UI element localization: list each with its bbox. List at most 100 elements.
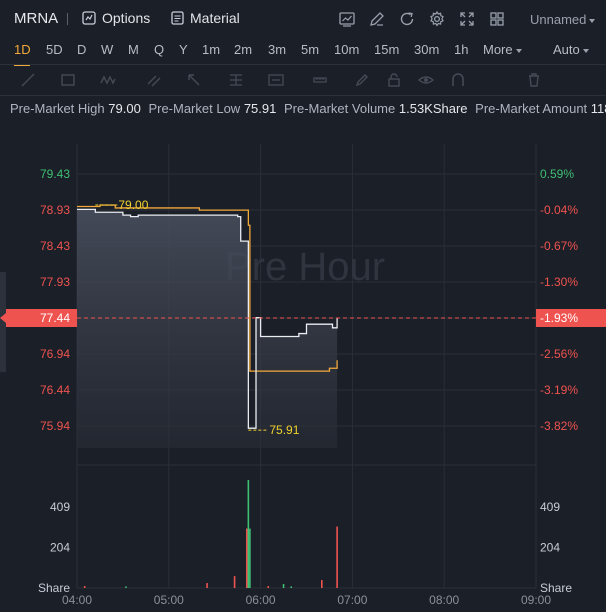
tab-1m[interactable]: 1m <box>202 42 221 57</box>
magnet-icon[interactable] <box>450 72 466 88</box>
chart-watermark: Pre Hour <box>225 245 385 289</box>
tab-10m[interactable]: 10m <box>334 42 360 57</box>
price-tick-label: 75.94 <box>40 419 70 433</box>
tab-15m[interactable]: 15m <box>374 42 400 57</box>
options-button[interactable]: Options <box>82 10 150 26</box>
gear-icon[interactable] <box>428 10 446 28</box>
chevron-down-icon <box>582 48 589 53</box>
line-tool-icon[interactable] <box>20 72 36 88</box>
tab-1d[interactable]: 1D <box>14 42 31 57</box>
brush-icon[interactable] <box>354 72 370 88</box>
tab-5d[interactable]: 5D <box>46 42 63 57</box>
time-tick-label: 05:00 <box>154 593 184 607</box>
stat-high-label: Pre-Market High <box>10 101 105 116</box>
arrow-tool-icon[interactable] <box>186 72 202 88</box>
percent-tick-label: -2.56% <box>540 347 578 361</box>
percent-tick-label: -0.04% <box>540 203 578 217</box>
time-tick-label: 07:00 <box>337 593 367 607</box>
tab-w[interactable]: W <box>101 42 114 57</box>
high-marker-label: 79.00 <box>118 198 148 212</box>
volume-bar <box>336 526 338 588</box>
volume-bar <box>125 586 127 588</box>
ticker-symbol[interactable]: MRNA <box>14 10 59 27</box>
material-button[interactable]: Material <box>171 10 240 26</box>
volume-bar <box>83 586 86 588</box>
low-marker-label: 75.91 <box>269 423 299 437</box>
more-label: More <box>483 42 513 57</box>
current-percent-label: -1.93% <box>540 311 578 325</box>
tab-1h[interactable]: 1h <box>454 42 469 57</box>
fibonacci-tool-icon[interactable] <box>228 72 244 88</box>
grid-icon[interactable] <box>488 10 506 28</box>
price-tick-label: 79.43 <box>40 167 70 181</box>
tab-5m[interactable]: 5m <box>301 42 320 57</box>
active-tab-indicator <box>14 64 30 66</box>
percent-tick-label: -1.30% <box>540 275 578 289</box>
chevron-down-icon <box>589 18 596 23</box>
tab-3m[interactable]: 3m <box>268 42 287 57</box>
percent-tick-label: -3.82% <box>540 419 578 433</box>
document-icon <box>171 11 184 25</box>
refresh-icon[interactable] <box>398 10 416 28</box>
price-area <box>77 209 338 448</box>
volume-bar <box>233 576 236 588</box>
time-tick-label: 04:00 <box>62 593 92 607</box>
current-price-badge <box>6 309 77 327</box>
price-tick-label: 78.43 <box>40 239 70 253</box>
divider <box>0 64 606 65</box>
auto-label: Auto <box>553 42 580 57</box>
trash-icon[interactable] <box>526 72 542 88</box>
more-dropdown[interactable]: More <box>483 42 522 57</box>
volume-tick-label: 204 <box>50 541 70 555</box>
price-tick-label: 77.93 <box>40 275 70 289</box>
volume-tick-label: Share <box>38 581 70 595</box>
parallel-tool-icon[interactable] <box>146 72 162 88</box>
chevron-down-icon <box>515 48 522 53</box>
tab-y[interactable]: Y <box>179 42 188 57</box>
tab-q[interactable]: Q <box>154 42 165 57</box>
stat-low-label: Pre-Market Low <box>148 101 241 116</box>
time-tick-label: 08:00 <box>429 593 459 607</box>
panel-resize-handle[interactable] <box>0 272 6 372</box>
volume-bar <box>267 586 270 588</box>
current-percent-badge <box>536 309 606 327</box>
volume-tick-label: 409 <box>50 500 70 514</box>
time-tick-label: 06:00 <box>246 593 276 607</box>
fullscreen-icon[interactable] <box>458 10 476 28</box>
tab-30m[interactable]: 30m <box>414 42 440 57</box>
percent-tick-label: -0.67% <box>540 239 578 253</box>
rectangle-tool-icon[interactable] <box>60 72 76 88</box>
volume-bar <box>206 583 208 588</box>
text-tool-icon[interactable] <box>268 72 284 88</box>
tab-2m[interactable]: 2m <box>234 42 253 57</box>
tab-m[interactable]: M <box>128 42 139 57</box>
drawing-toolbar <box>0 66 606 94</box>
stat-amount-label: Pre-Market Amount <box>475 101 588 116</box>
timeframe-bar: 1D 5D D W M Q Y 1m 2m 3m 5m 10m 15m 30m … <box>0 38 606 66</box>
volume-bar <box>290 586 292 588</box>
lock-icon[interactable] <box>386 72 402 88</box>
measure-tool-icon[interactable] <box>312 72 328 88</box>
volume-tick-label-right: 204 <box>540 541 560 555</box>
price-chart[interactable]: Pre Hour 79.00 75.91 79.43 78.93 78.43 77.93… <box>0 120 606 612</box>
current-price-pointer <box>0 313 6 323</box>
price-line <box>77 208 338 429</box>
top-toolbar: MRNA Options Material Unnamed <box>0 0 606 38</box>
material-label: Material <box>190 10 240 26</box>
pen-icon[interactable] <box>368 10 386 28</box>
stat-amount-value: 118 <box>590 101 606 116</box>
layout-selector[interactable]: Unnamed <box>530 12 596 27</box>
chart-icon[interactable] <box>338 10 356 28</box>
tab-d[interactable]: D <box>77 42 87 57</box>
volume-bar <box>249 528 251 588</box>
volume-bar <box>321 580 323 588</box>
stat-volume-label: Pre-Market Volume <box>283 101 396 116</box>
volume-bar <box>282 584 285 588</box>
percent-tick-label: -3.19% <box>540 383 578 397</box>
volume-tick-label-right: Share <box>540 581 572 595</box>
stat-high-value: 79.00 <box>108 101 141 116</box>
auto-dropdown[interactable]: Auto <box>553 42 589 57</box>
eye-icon[interactable] <box>418 72 434 88</box>
wave-tool-icon[interactable] <box>100 72 116 88</box>
options-label: Options <box>102 10 151 26</box>
